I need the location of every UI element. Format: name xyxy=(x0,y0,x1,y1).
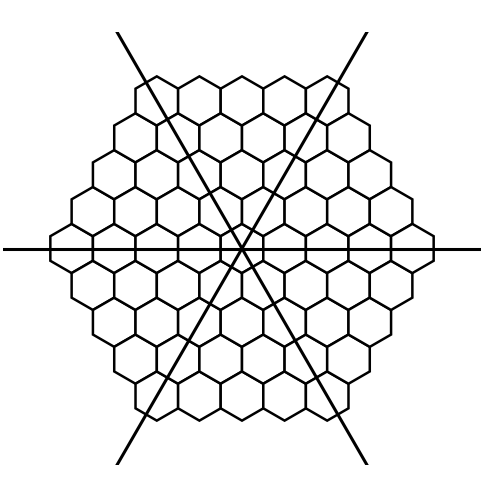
Polygon shape xyxy=(242,113,285,163)
Polygon shape xyxy=(221,77,263,126)
Polygon shape xyxy=(306,298,348,347)
Polygon shape xyxy=(221,224,263,273)
Polygon shape xyxy=(242,261,285,310)
Polygon shape xyxy=(242,334,285,384)
Polygon shape xyxy=(285,113,327,163)
Polygon shape xyxy=(263,150,306,199)
Polygon shape xyxy=(199,187,242,236)
Polygon shape xyxy=(178,298,221,347)
Polygon shape xyxy=(306,77,348,126)
Polygon shape xyxy=(178,150,221,199)
Polygon shape xyxy=(72,187,114,236)
Polygon shape xyxy=(178,224,221,273)
Polygon shape xyxy=(242,187,285,236)
Polygon shape xyxy=(263,371,306,420)
Polygon shape xyxy=(221,371,263,420)
Polygon shape xyxy=(136,371,178,420)
Polygon shape xyxy=(199,261,242,310)
Polygon shape xyxy=(263,77,306,126)
Polygon shape xyxy=(306,224,348,273)
Polygon shape xyxy=(72,261,114,310)
Polygon shape xyxy=(327,334,370,384)
Polygon shape xyxy=(114,187,157,236)
Polygon shape xyxy=(348,224,391,273)
Polygon shape xyxy=(136,77,178,126)
Polygon shape xyxy=(157,187,199,236)
Polygon shape xyxy=(306,371,348,420)
Polygon shape xyxy=(136,224,178,273)
Polygon shape xyxy=(157,334,199,384)
Polygon shape xyxy=(136,298,178,347)
Polygon shape xyxy=(391,224,434,273)
Polygon shape xyxy=(114,261,157,310)
Polygon shape xyxy=(136,150,178,199)
Polygon shape xyxy=(263,298,306,347)
Polygon shape xyxy=(157,113,199,163)
Polygon shape xyxy=(221,150,263,199)
Polygon shape xyxy=(199,113,242,163)
Polygon shape xyxy=(114,334,157,384)
Polygon shape xyxy=(114,113,157,163)
Polygon shape xyxy=(348,298,391,347)
Polygon shape xyxy=(285,261,327,310)
Polygon shape xyxy=(370,261,412,310)
Polygon shape xyxy=(327,261,370,310)
Polygon shape xyxy=(285,187,327,236)
Polygon shape xyxy=(348,150,391,199)
Polygon shape xyxy=(370,187,412,236)
Polygon shape xyxy=(327,187,370,236)
Polygon shape xyxy=(306,150,348,199)
Polygon shape xyxy=(221,298,263,347)
Polygon shape xyxy=(199,334,242,384)
Polygon shape xyxy=(178,77,221,126)
Polygon shape xyxy=(285,334,327,384)
Polygon shape xyxy=(263,224,306,273)
Polygon shape xyxy=(93,298,136,347)
Polygon shape xyxy=(93,150,136,199)
Polygon shape xyxy=(327,113,370,163)
Polygon shape xyxy=(157,261,199,310)
Polygon shape xyxy=(178,371,221,420)
Polygon shape xyxy=(50,224,93,273)
Polygon shape xyxy=(93,224,136,273)
